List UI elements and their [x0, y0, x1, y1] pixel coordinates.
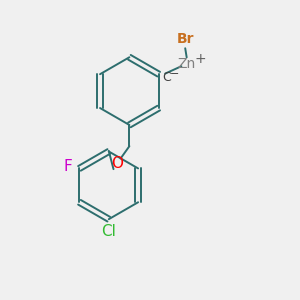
Text: Cl: Cl: [101, 224, 116, 239]
Text: F: F: [64, 158, 73, 173]
Text: Br: Br: [176, 32, 194, 46]
Text: O: O: [111, 156, 123, 171]
Text: Zn: Zn: [178, 57, 196, 71]
Text: +: +: [194, 52, 206, 67]
Text: −: −: [169, 69, 179, 79]
Text: C: C: [162, 70, 171, 84]
